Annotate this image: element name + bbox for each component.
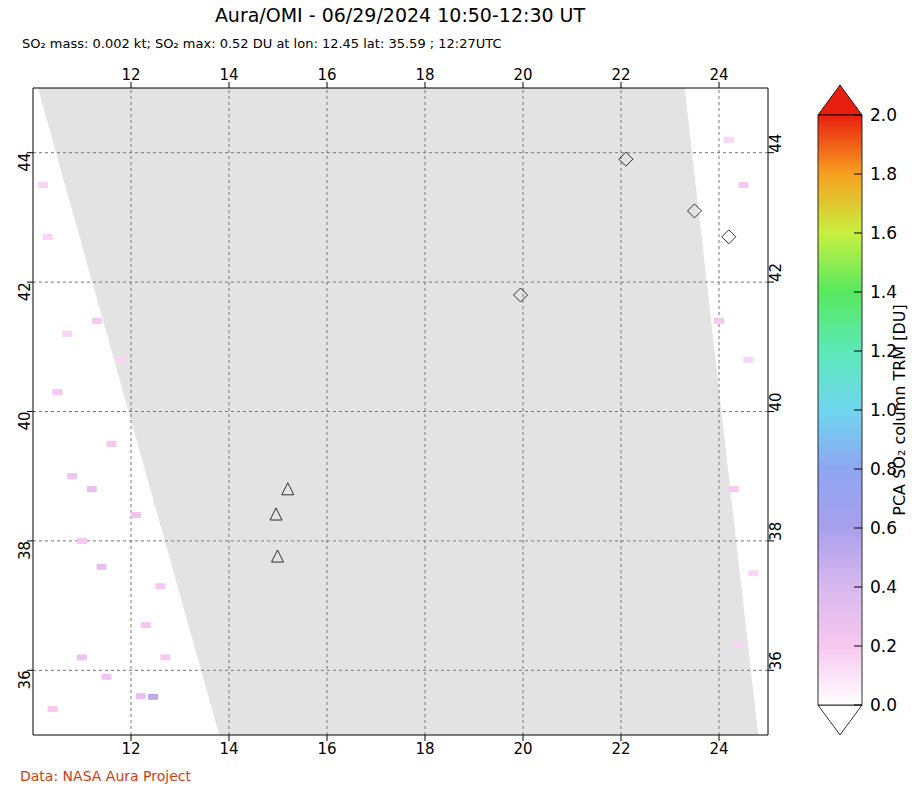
svg-text:0.8: 0.8	[870, 459, 897, 479]
svg-text:18: 18	[415, 66, 434, 84]
svg-text:12: 12	[121, 740, 140, 758]
svg-text:20: 20	[513, 66, 532, 84]
svg-text:0.0: 0.0	[870, 695, 897, 715]
svg-text:22: 22	[611, 740, 630, 758]
svg-text:38: 38	[767, 522, 785, 541]
svg-text:0.2: 0.2	[870, 636, 897, 656]
svg-text:40: 40	[16, 412, 34, 431]
svg-text:1.8: 1.8	[870, 164, 897, 184]
svg-text:1.2: 1.2	[870, 341, 897, 361]
svg-text:36: 36	[16, 670, 34, 689]
svg-text:1.4: 1.4	[870, 282, 897, 302]
svg-text:44: 44	[767, 134, 785, 153]
html-text:SO₂ mass: 0.002 kt; SO₂ max: 0: SO₂ mass: 0.002 kt; SO₂ max: 0.52 DU at …	[22, 36, 502, 51]
html-text:Aura/OMI - 06/29/2024 10:50-12: Aura/OMI - 06/29/2024 10:50-12:30 UT	[214, 4, 586, 26]
svg-text:14: 14	[219, 740, 238, 758]
svg-text:12: 12	[121, 66, 140, 84]
svg-text:14: 14	[219, 66, 238, 84]
svg-text:42: 42	[16, 282, 34, 301]
svg-text:2.0: 2.0	[870, 105, 897, 125]
svg-text:24: 24	[709, 740, 728, 758]
svg-text:0.4: 0.4	[870, 577, 897, 597]
svg-text:42: 42	[767, 263, 785, 282]
svg-text:22: 22	[611, 66, 630, 84]
svg-text:44: 44	[16, 153, 34, 172]
svg-text:0.6: 0.6	[870, 518, 897, 538]
svg-text:16: 16	[317, 740, 336, 758]
svg-text:24: 24	[709, 66, 728, 84]
svg-text:20: 20	[513, 740, 532, 758]
svg-text:1.0: 1.0	[870, 400, 897, 420]
svg-text:36: 36	[767, 651, 785, 670]
svg-text:16: 16	[317, 66, 336, 84]
html-text:Data: NASA Aura Project: Data: NASA Aura Project	[20, 768, 191, 784]
svg-text:18: 18	[415, 740, 434, 758]
svg-text:40: 40	[767, 392, 785, 411]
svg-text:1.6: 1.6	[870, 223, 897, 243]
svg-text:PCA SO₂ column TRM [DU]: PCA SO₂ column TRM [DU]	[890, 304, 909, 515]
svg-text:38: 38	[16, 541, 34, 560]
